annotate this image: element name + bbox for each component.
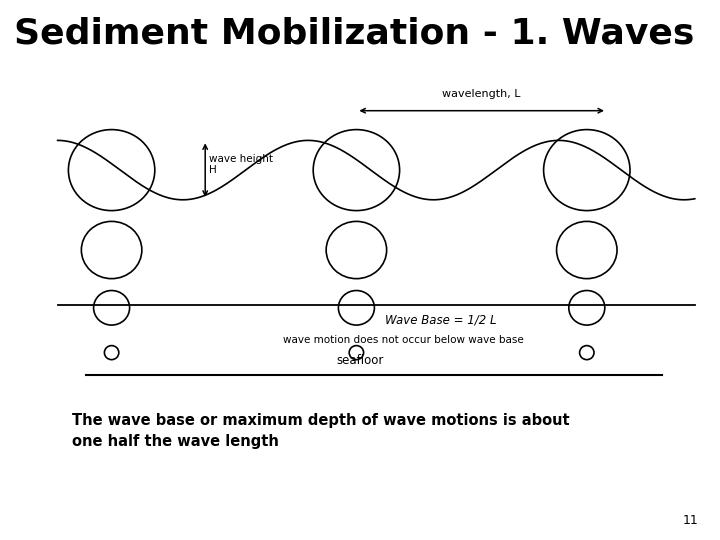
Text: Sediment Mobilization - 1. Waves: Sediment Mobilization - 1. Waves <box>14 16 695 50</box>
Text: 11: 11 <box>683 514 698 526</box>
Text: Wave Base = 1/2 L: Wave Base = 1/2 L <box>385 313 497 326</box>
Text: wave motion does not occur below wave base: wave motion does not occur below wave ba… <box>283 335 523 345</box>
Text: wavelength, L: wavelength, L <box>442 89 521 99</box>
Text: seafloor: seafloor <box>336 354 384 367</box>
Text: wave height
H: wave height H <box>209 154 273 176</box>
Text: The wave base or maximum depth of wave motions is about
one half the wave length: The wave base or maximum depth of wave m… <box>72 413 570 449</box>
